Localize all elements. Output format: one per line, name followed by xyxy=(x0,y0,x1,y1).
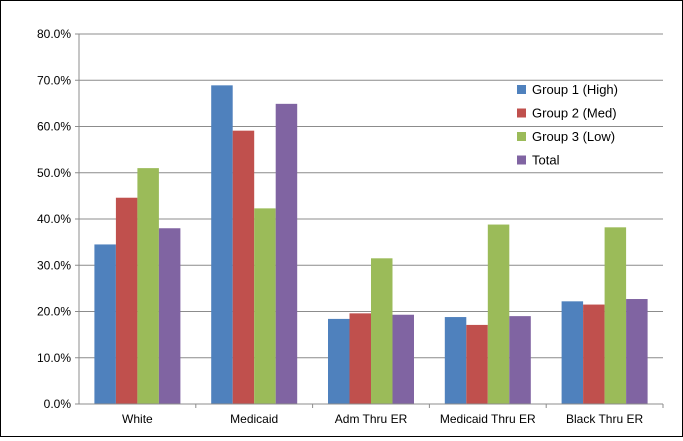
x-axis-ticks: White Medicaid Adm Thru ER Medicaid Thru ER… xyxy=(122,412,643,426)
bar xyxy=(115,197,138,404)
bar xyxy=(561,301,584,404)
bar xyxy=(392,314,414,404)
bars xyxy=(94,85,648,405)
bar xyxy=(583,304,605,404)
y-tick-label: 0.0% xyxy=(44,397,72,411)
legend-label: Group 3 (Low) xyxy=(532,129,615,144)
y-tick-label: 50.0% xyxy=(37,166,71,180)
y-tick-label: 60.0% xyxy=(37,120,71,134)
y-tick-label: 30.0% xyxy=(37,258,71,272)
bar xyxy=(158,228,181,404)
y-tick-label: 10.0% xyxy=(37,351,71,365)
x-tick-label: Medicaid Thru ER xyxy=(440,412,536,426)
y-axis-ticks: 0.0% 10.0% 20.0% 30.0% 40.0% 50.0% 60.0% 70.0% 8… xyxy=(37,27,71,411)
x-tick-label: Black Thru ER xyxy=(566,412,643,426)
y-tick-label: 40.0% xyxy=(37,212,71,226)
bar xyxy=(371,258,393,404)
x-tick-label: Adm Thru ER xyxy=(335,412,408,426)
x-tick-label: Medicaid xyxy=(230,412,278,426)
legend-label: Group 2 (Med) xyxy=(532,106,617,121)
y-tick-label: 80.0% xyxy=(37,27,71,41)
legend-swatch xyxy=(517,155,526,165)
y-tick-label: 70.0% xyxy=(37,73,71,87)
bar xyxy=(328,318,350,404)
bar xyxy=(509,316,531,404)
legend: Group 1 (High) Group 2 (Med) Group 3 (Low)… xyxy=(517,82,618,168)
legend-label: Group 1 (High) xyxy=(532,82,618,97)
bar xyxy=(275,103,298,405)
bar xyxy=(626,299,648,404)
bar xyxy=(466,324,488,404)
legend-swatch xyxy=(517,85,526,94)
x-tick-label: White xyxy=(122,412,153,426)
legend-label: Total xyxy=(532,153,560,168)
bar xyxy=(232,130,255,404)
bar xyxy=(211,85,233,405)
legend-swatch xyxy=(517,132,526,141)
bar xyxy=(444,317,467,404)
axes xyxy=(75,33,664,408)
y-tick-label: 20.0% xyxy=(37,305,71,319)
bar xyxy=(487,224,510,404)
bar xyxy=(137,168,159,404)
bar xyxy=(94,244,116,404)
bar xyxy=(349,313,371,404)
legend-swatch xyxy=(517,108,526,118)
bar xyxy=(604,227,627,404)
bar xyxy=(254,208,276,404)
